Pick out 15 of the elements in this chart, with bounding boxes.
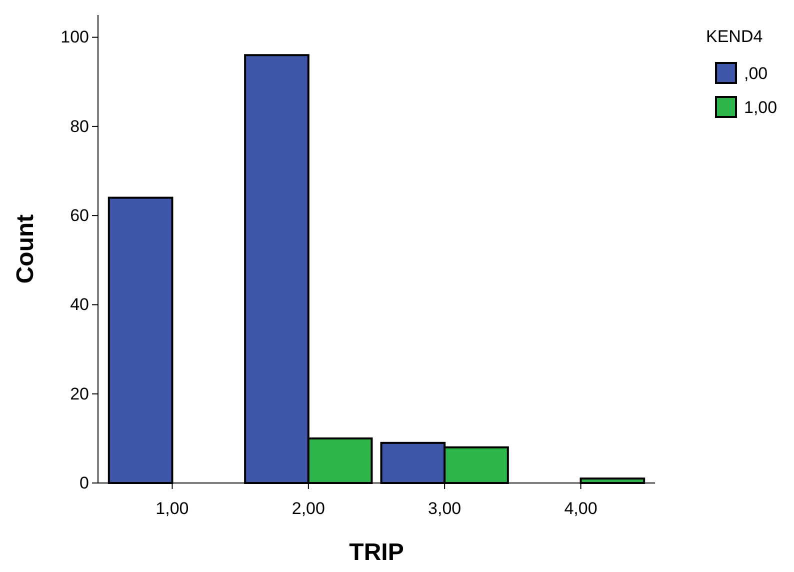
y-tick-label: 0 bbox=[80, 473, 89, 492]
y-axis-title: Count bbox=[12, 214, 39, 284]
x-tick-label: 3,00 bbox=[428, 499, 462, 518]
y-tick-label: 60 bbox=[70, 206, 89, 226]
legend-title: KEND4 bbox=[706, 27, 763, 46]
y-tick-label: 80 bbox=[70, 116, 89, 136]
legend-label: ,00 bbox=[744, 64, 768, 83]
x-axis-title: TRIP bbox=[349, 539, 404, 566]
y-tick-label: 100 bbox=[60, 28, 89, 47]
x-tick-label: 4,00 bbox=[564, 499, 598, 518]
x-tick-label: 2,00 bbox=[292, 499, 325, 518]
legend-label: 1,00 bbox=[744, 98, 778, 117]
y-tick-label: 40 bbox=[70, 295, 89, 314]
x-tick-label: 1,00 bbox=[156, 499, 189, 518]
y-tick-label: 20 bbox=[70, 384, 89, 404]
